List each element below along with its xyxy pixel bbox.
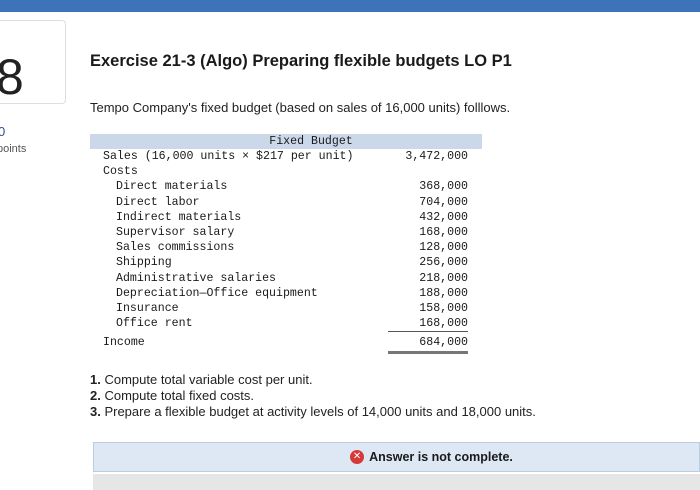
cost-label: Sales commissions (116, 241, 235, 255)
sales-amount: 3,472,000 (405, 150, 468, 163)
instruction-text: Compute total variable cost per unit. (100, 372, 313, 387)
cost-label: Administrative salaries (116, 271, 277, 285)
instruction-item: 1. Compute total variable cost per unit. (90, 372, 536, 388)
instruction-number: 1. (90, 372, 101, 387)
points-value: 0 (0, 124, 6, 139)
sales-row: Sales (16,000 units × $217 per unit) 3,4… (90, 149, 482, 164)
instruction-item: 3. Prepare a flexible budget at activity… (90, 404, 536, 420)
cost-label: Supervisor salary (116, 225, 235, 239)
question-number-card: 8 (0, 20, 66, 105)
cost-row: Indirect materials 432,000 (90, 210, 482, 225)
cost-label: Shipping (116, 256, 172, 270)
cost-amount: 168,000 (388, 316, 468, 333)
instruction-number: 3. (90, 404, 101, 419)
costs-label: Costs (103, 165, 138, 179)
answer-content-bar (93, 474, 700, 490)
cost-label: Insurance (116, 301, 179, 315)
instructions-list: 1. Compute total variable cost per unit.… (90, 372, 536, 420)
question-number: 8 (0, 49, 24, 105)
exercise-intro: Tempo Company's fixed budget (based on s… (90, 100, 511, 115)
answer-status-text: Answer is not complete. (369, 450, 513, 464)
cost-label: Indirect materials (116, 210, 242, 224)
cost-amount: 432,000 (419, 210, 468, 224)
cost-label: Direct materials (116, 180, 228, 194)
error-x-icon: ✕ (350, 450, 365, 464)
income-label: Income (103, 336, 145, 350)
cost-amount: 704,000 (419, 195, 468, 209)
cost-amount: 128,000 (419, 241, 468, 255)
cost-items: Direct materials 368,000 Direct labor 704,0… (90, 179, 482, 333)
cost-row: Administrative salaries 218,000 (90, 271, 482, 286)
cost-label: Direct labor (116, 195, 200, 209)
top-bar (0, 0, 700, 12)
cost-amount: 256,000 (419, 256, 468, 270)
cost-amount: 218,000 (419, 271, 468, 285)
cost-row: Direct labor 704,000 (90, 195, 482, 210)
instruction-text: Prepare a flexible budget at activity le… (100, 404, 536, 419)
cost-row: Shipping 256,000 (90, 255, 482, 270)
instruction-item: 2. Compute total fixed costs. (90, 388, 536, 404)
cost-amount: 168,000 (419, 225, 468, 239)
cost-row: Insurance 158,000 (90, 301, 482, 316)
cost-row: Office rent 168,000 (90, 316, 482, 333)
table-header: Fixed Budget (90, 134, 482, 149)
answer-status-bar: ✕ Answer is not complete. (93, 442, 700, 472)
cost-amount: 368,000 (419, 180, 468, 194)
income-row: Income 684,000 (90, 335, 482, 355)
cost-row: Sales commissions 128,000 (90, 240, 482, 255)
instruction-number: 2. (90, 388, 101, 403)
costs-row: Costs (90, 164, 482, 179)
exercise-title: Exercise 21-3 (Algo) Preparing flexible … (90, 52, 512, 70)
cost-row: Depreciation—Office equipment 188,000 (90, 286, 482, 301)
cost-amount: 188,000 (419, 286, 468, 300)
instruction-text: Compute total fixed costs. (100, 388, 255, 403)
cost-label: Office rent (116, 317, 193, 331)
income-amount: 684,000 (388, 335, 468, 355)
fixed-budget-table: Fixed Budget Sales (16,000 units × $217 … (90, 134, 482, 355)
cost-row: Supervisor salary 168,000 (90, 225, 482, 240)
cost-row: Direct materials 368,000 (90, 179, 482, 194)
points-label: points (0, 143, 27, 155)
cost-label: Depreciation—Office equipment (116, 286, 318, 300)
sales-label: Sales (16,000 units × $217 per unit) (103, 150, 354, 163)
cost-amount: 158,000 (419, 301, 468, 315)
